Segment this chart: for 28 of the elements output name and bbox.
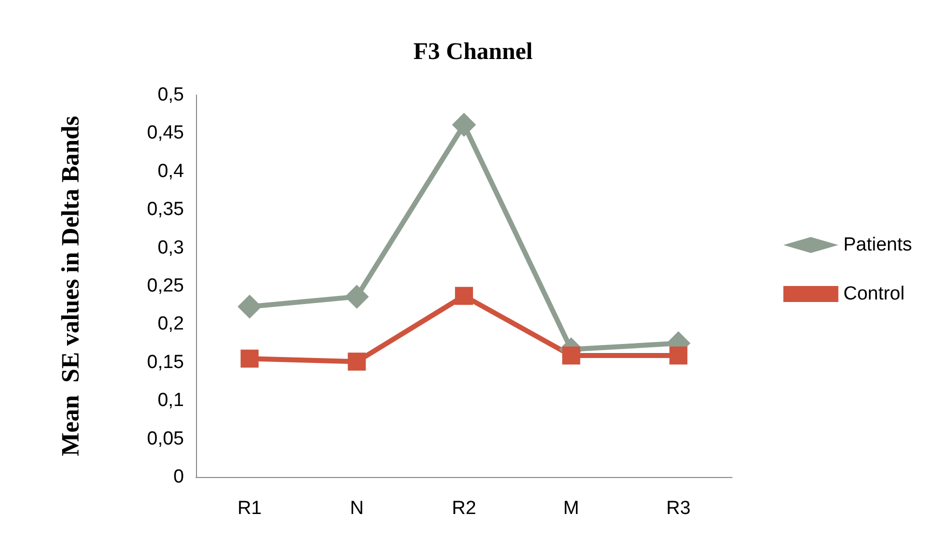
chart-title: F3 Channel <box>413 39 534 65</box>
x-tick-label: R3 <box>666 498 691 519</box>
y-tick-label: 0 <box>173 466 184 488</box>
point <box>452 112 476 137</box>
point <box>669 346 688 365</box>
point <box>344 284 369 309</box>
y-axis-title: Mean SE values in Delta Bands <box>58 116 84 456</box>
legend-label: Control <box>843 284 905 304</box>
y-tick-label: 0,3 <box>158 237 184 258</box>
y-tick-label: 0,5 <box>158 84 184 106</box>
y-tick-label: 0,35 <box>147 199 184 220</box>
x-tick-label: N <box>350 498 364 519</box>
point <box>348 352 366 371</box>
y-tick-label: 0,15 <box>147 352 184 373</box>
point <box>455 286 473 305</box>
y-tick-label: 0,05 <box>147 428 184 450</box>
y-tick-label: 0,2 <box>158 314 184 335</box>
x-tick-label: R1 <box>237 498 262 519</box>
point <box>240 350 259 368</box>
point <box>238 294 262 319</box>
point <box>562 346 580 365</box>
y-tick-label: 0,4 <box>158 160 184 182</box>
x-tick-label: M <box>563 498 580 519</box>
y-tick-label: 0,25 <box>147 276 184 296</box>
x-tick-label: R2 <box>452 498 476 519</box>
y-tick-label: 0,1 <box>158 390 184 412</box>
y-tick-label: 0,45 <box>147 122 184 144</box>
legend-label: Patients <box>843 234 912 256</box>
